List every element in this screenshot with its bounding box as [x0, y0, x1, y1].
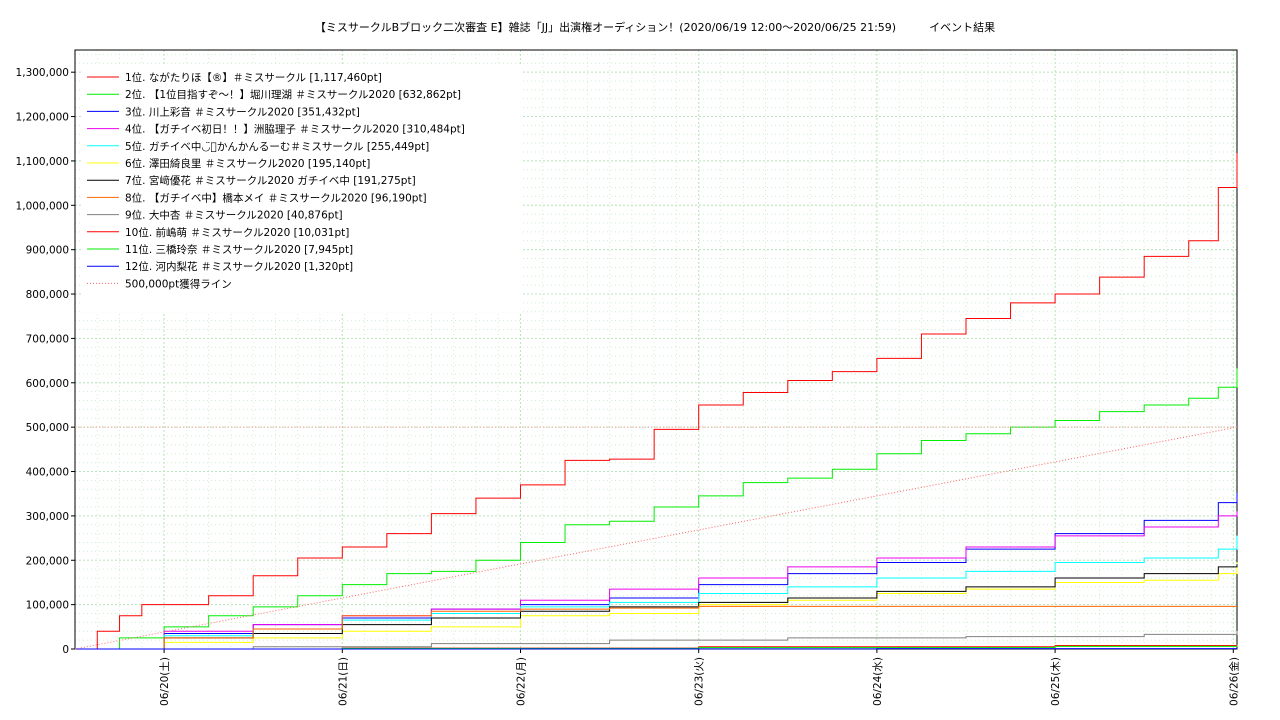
y-tick-label: 1,100,000	[16, 156, 69, 168]
y-tick-label: 1,300,000	[16, 67, 69, 79]
legend-background	[83, 64, 523, 312]
series-line-12	[75, 648, 1238, 650]
legend-label: 7位. 宮﨑優花 ＃ミスサークル2020 ガチイベ中 [191,275pt]	[125, 174, 416, 187]
y-tick-label: 1,000,000	[16, 200, 69, 212]
series-line-8	[75, 605, 1237, 650]
y-tick-label: 500,000	[26, 422, 69, 434]
y-tick-label: 400,000	[26, 467, 69, 479]
legend-label: 9位. 大中杏 ＃ミスサークル2020 [40,876pt]	[125, 209, 343, 222]
y-tick-label: 600,000	[26, 378, 69, 390]
x-tick-label: 06/23(火)	[694, 657, 706, 706]
legend-label: 2位. 【1位目指すぞ〜！】堀川理湖 ＃ミスサークル2020 [632,862p…	[125, 88, 461, 101]
legend-label: 500,000pt獲得ライン	[125, 277, 232, 290]
series-lines	[74, 153, 1238, 650]
legend-label: 11位. 三橋玲奈 ＃ミスサークル2020 [7,945pt]	[125, 243, 353, 256]
series-line-3	[75, 493, 1238, 650]
series-line-5	[75, 535, 1238, 650]
y-tick-label: 200,000	[26, 555, 69, 567]
series-line-13	[74, 426, 1238, 650]
y-tick-label: 900,000	[26, 245, 69, 257]
series-line-2	[75, 368, 1238, 650]
legend-label: 12位. 河内梨花 ＃ミスサークル2020 [1,320pt]	[125, 260, 353, 273]
legend-label: 1位. ながたりほ【®】＃ミスサークル [1,117,460pt]	[125, 71, 382, 84]
y-tick-label: 100,000	[26, 600, 69, 612]
x-tick-label: 06/24(水)	[872, 657, 884, 706]
legend-label: 4位. 【ガチイベ初日！！】洲脇理子 ＃ミスサークル2020 [310,484p…	[125, 123, 465, 136]
series-line-1	[75, 153, 1238, 650]
legend-label: 6位. 澤田綺良里 ＃ミスサークル2020 [195,140pt]	[125, 157, 370, 170]
x-tick-label: 06/20(土)	[158, 657, 171, 706]
axes: 0 100,000 200,000 300,000 400,000 500,000 600,…	[16, 49, 1240, 706]
legend-label: 3位. 川上彩音 ＃ミスサークル2020 [351,432pt]	[125, 105, 360, 118]
y-tick-label: 1,200,000	[16, 112, 69, 124]
x-tick-label: 06/21(日)	[337, 657, 349, 706]
x-tick-label: 06/25(木)	[1050, 657, 1062, 706]
legend-label: 8位. 【ガチイベ中】橋本メイ ＃ミスサークル2020 [96,190pt]	[125, 191, 427, 204]
y-tick-label: 700,000	[26, 333, 69, 345]
x-tick-label: 06/22(月)	[515, 657, 527, 706]
y-tick-label: 300,000	[26, 511, 69, 523]
x-tick-label: 06/26(金)	[1227, 657, 1240, 706]
legend-label: 5位. ガチイベ中◡̈⃝かんかんるーむ＃ミスサークル [255,449pt]	[125, 140, 429, 153]
y-tick-label: 0	[62, 644, 69, 656]
chart-title: 【ミスサークルBブロック二次審査 E】雑誌「JJ」出演権オーディション！(202…	[314, 21, 996, 34]
legend-label: 10位. 前嶋萌 ＃ミスサークル2020 [10,031pt]	[125, 226, 349, 239]
y-tick-label: 800,000	[26, 289, 69, 301]
series-line-4	[75, 511, 1238, 650]
legend: 1位. ながたりほ【®】＃ミスサークル [1,117,460pt] 2位. 【1位…	[83, 64, 523, 312]
series-line-7	[75, 564, 1238, 650]
series-line-9	[75, 630, 1238, 650]
